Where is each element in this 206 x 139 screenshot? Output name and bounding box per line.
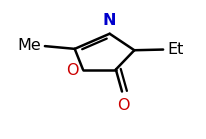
Text: O: O [116, 98, 129, 113]
Text: O: O [66, 63, 78, 78]
Text: Et: Et [166, 42, 183, 57]
Text: Me: Me [17, 38, 41, 53]
Text: N: N [102, 13, 116, 28]
